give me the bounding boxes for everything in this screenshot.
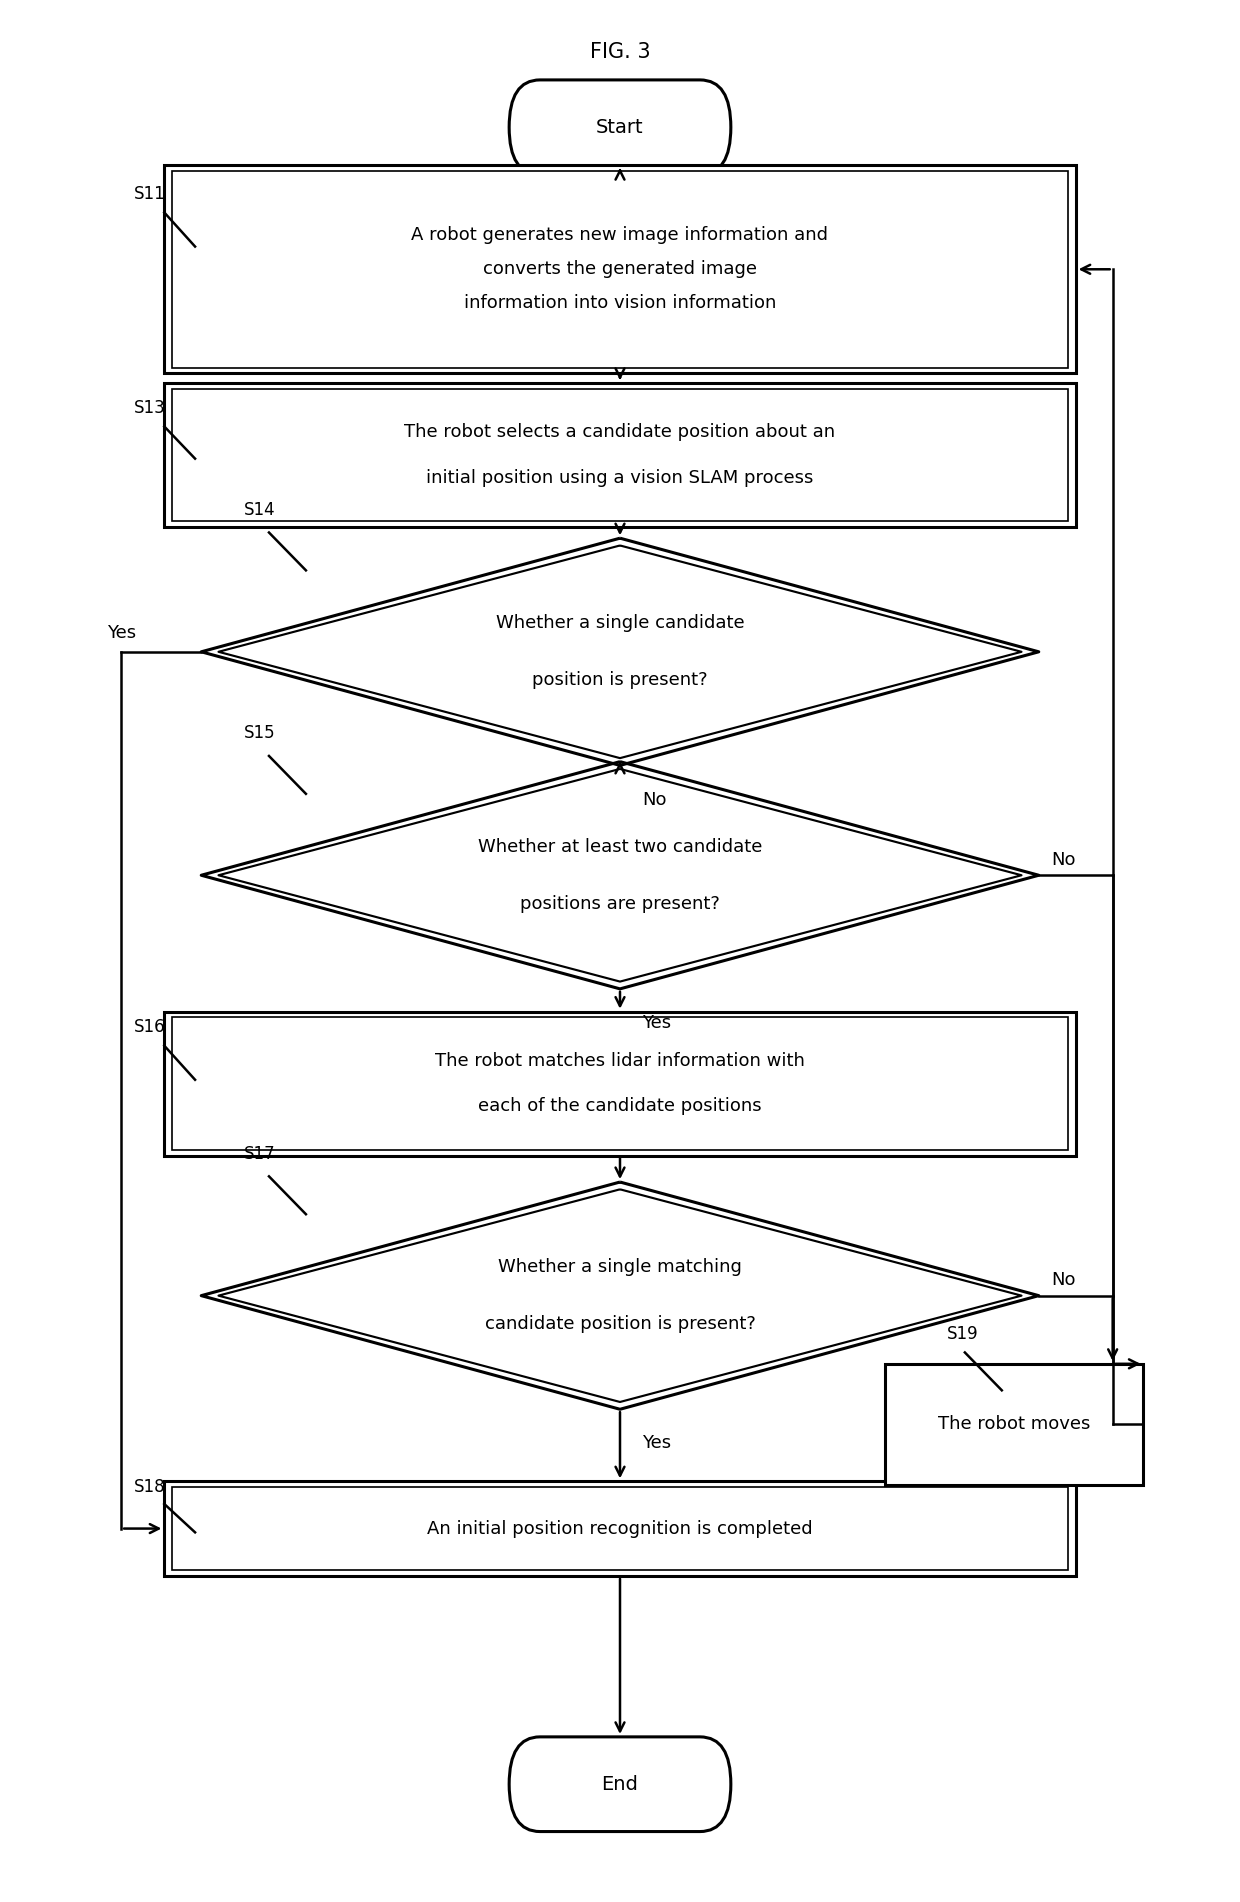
Text: Yes: Yes bbox=[107, 624, 135, 641]
Bar bbox=[164, 1482, 1076, 1577]
Text: No: No bbox=[642, 791, 667, 808]
Bar bbox=[171, 388, 1069, 521]
Text: The robot matches lidar information with: The robot matches lidar information with bbox=[435, 1052, 805, 1069]
Text: S19: S19 bbox=[946, 1324, 978, 1343]
Text: S18: S18 bbox=[134, 1478, 165, 1495]
Text: No: No bbox=[1052, 850, 1075, 869]
Text: Yes: Yes bbox=[642, 1014, 671, 1033]
Text: S11: S11 bbox=[134, 184, 165, 202]
Text: S16: S16 bbox=[134, 1018, 165, 1037]
Text: S15: S15 bbox=[244, 725, 277, 742]
Text: converts the generated image: converts the generated image bbox=[484, 261, 756, 278]
Text: Start: Start bbox=[596, 118, 644, 137]
Bar bbox=[164, 382, 1076, 527]
Text: End: End bbox=[601, 1775, 639, 1794]
Text: positions are present?: positions are present? bbox=[520, 894, 720, 913]
Text: The robot selects a candidate position about an: The robot selects a candidate position a… bbox=[404, 422, 836, 441]
Bar bbox=[171, 1487, 1069, 1571]
Text: S14: S14 bbox=[244, 500, 277, 519]
Bar bbox=[164, 1012, 1076, 1156]
FancyBboxPatch shape bbox=[510, 1737, 730, 1832]
Bar bbox=[171, 1018, 1069, 1151]
Text: each of the candidate positions: each of the candidate positions bbox=[479, 1097, 761, 1115]
Bar bbox=[171, 171, 1069, 367]
Bar bbox=[164, 165, 1076, 373]
Text: Yes: Yes bbox=[642, 1434, 671, 1453]
Text: Whether a single matching: Whether a single matching bbox=[498, 1259, 742, 1276]
FancyBboxPatch shape bbox=[510, 80, 730, 175]
Bar bbox=[885, 1364, 1143, 1485]
Text: An initial position recognition is completed: An initial position recognition is compl… bbox=[428, 1520, 812, 1537]
Text: Whether at least two candidate: Whether at least two candidate bbox=[477, 839, 763, 856]
Text: S17: S17 bbox=[244, 1145, 277, 1162]
Text: position is present?: position is present? bbox=[532, 671, 708, 689]
Text: The robot moves: The robot moves bbox=[937, 1415, 1090, 1434]
Text: No: No bbox=[1052, 1272, 1075, 1290]
Text: FIG. 3: FIG. 3 bbox=[590, 42, 650, 61]
Text: candidate position is present?: candidate position is present? bbox=[485, 1314, 755, 1333]
Text: initial position using a vision SLAM process: initial position using a vision SLAM pro… bbox=[427, 468, 813, 487]
Text: A robot generates new image information and: A robot generates new image information … bbox=[412, 226, 828, 243]
Text: information into vision information: information into vision information bbox=[464, 295, 776, 312]
Text: Whether a single candidate: Whether a single candidate bbox=[496, 614, 744, 631]
Text: S13: S13 bbox=[134, 399, 165, 417]
